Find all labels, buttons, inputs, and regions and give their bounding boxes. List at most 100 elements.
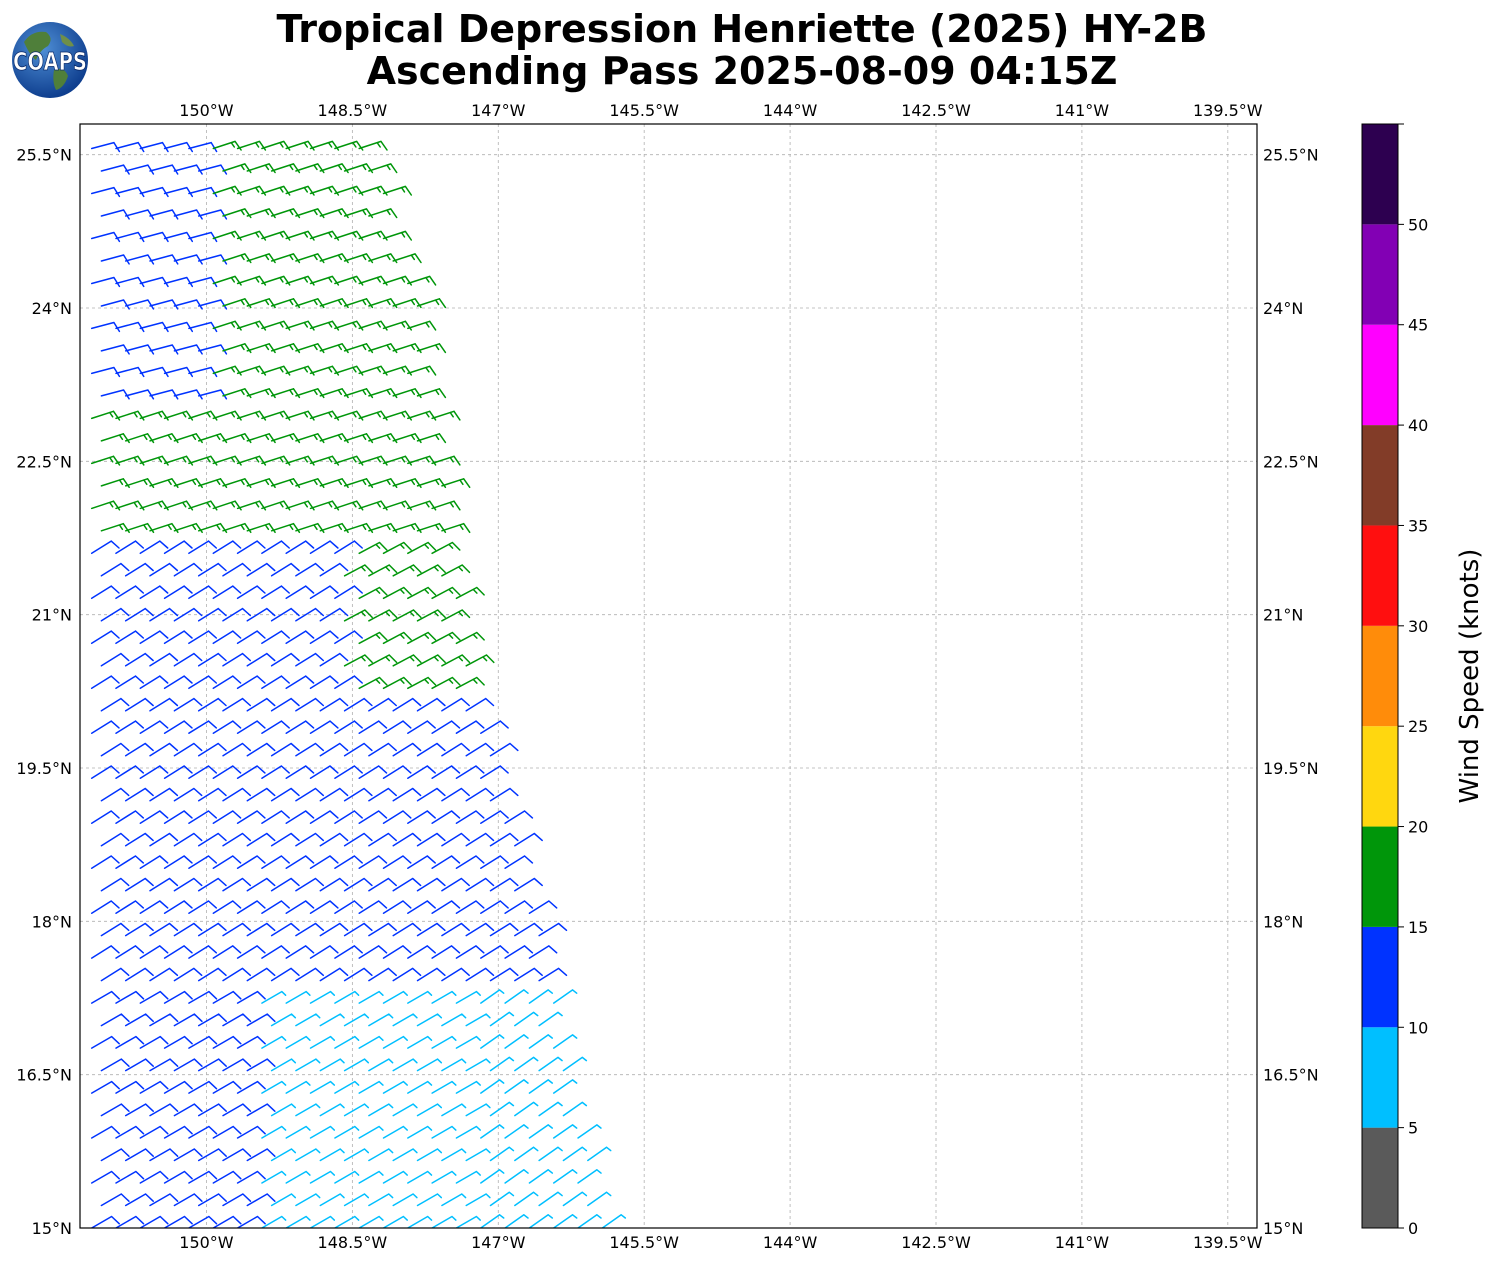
- wind-barb: [382, 765, 412, 779]
- wind-barb: [197, 164, 228, 175]
- wind-barb: [455, 1215, 481, 1228]
- wind-barb: [124, 1193, 154, 1207]
- wind-barb: [528, 1079, 554, 1094]
- wind-barb: [416, 1193, 443, 1207]
- wind-barb: [163, 231, 194, 243]
- wind-barb: [465, 742, 495, 757]
- wind-barb: [382, 1215, 408, 1228]
- wind-barb: [407, 855, 436, 869]
- wind-barb: [285, 630, 315, 645]
- wind-barb: [319, 607, 349, 622]
- wind-barb: [90, 1035, 120, 1049]
- colorbar-label: Wind Speed (knots): [1455, 549, 1485, 804]
- wind-barb: [295, 742, 325, 757]
- wind-barb: [124, 742, 154, 757]
- wind-barb: [407, 500, 437, 511]
- wind-barb: [334, 1170, 360, 1184]
- wind-barb: [285, 540, 315, 555]
- colorbar-bin: [1362, 726, 1398, 827]
- wind-barb: [431, 810, 461, 824]
- wind-barb: [139, 1080, 169, 1094]
- wind-barb: [163, 455, 194, 466]
- wind-barb: [222, 697, 252, 712]
- colorbar-tick-label: 20: [1408, 818, 1428, 837]
- wind-barb: [163, 1080, 193, 1094]
- wind-barb: [358, 1125, 384, 1139]
- wind-barb: [90, 410, 121, 421]
- wind-barb: [124, 1013, 154, 1027]
- wind-barb: [504, 1169, 529, 1184]
- wind-barb: [382, 945, 412, 959]
- wind-barb: [124, 967, 154, 982]
- wind-barb: [465, 697, 495, 712]
- wind-barb: [188, 855, 218, 869]
- wind-barb: [212, 540, 242, 555]
- wind-barb: [489, 1056, 515, 1072]
- wind-barb: [538, 1011, 563, 1027]
- wind-barb: [319, 877, 349, 892]
- wind-barb: [124, 922, 154, 937]
- wind-barb: [236, 185, 267, 196]
- wind-barb: [124, 522, 155, 534]
- wind-barb: [601, 1214, 627, 1228]
- wind-barb: [270, 1058, 297, 1072]
- wind-barb: [309, 990, 336, 1004]
- wind-barb: [149, 478, 179, 489]
- wind-barb: [577, 1124, 602, 1139]
- wind-barb: [222, 478, 252, 489]
- wind-barb: [270, 163, 301, 174]
- wind-barb: [334, 185, 364, 196]
- wind-barb: [343, 832, 373, 847]
- wind-barb: [222, 832, 252, 847]
- wind-barb: [416, 1148, 443, 1162]
- colorbar-bin: [1362, 324, 1398, 426]
- wind-barb: [173, 877, 203, 892]
- wind-barb: [236, 720, 266, 734]
- wind-barb: [100, 1103, 130, 1117]
- wind-barb: [197, 1148, 227, 1162]
- wind-barb: [212, 810, 242, 824]
- wind-barb: [358, 1215, 384, 1228]
- y-tick-label-right: 15°N: [1263, 1219, 1303, 1238]
- wind-barb: [188, 945, 218, 959]
- wind-barb: [163, 186, 194, 198]
- wind-barb: [115, 1215, 145, 1228]
- x-tick-label-bottom: 147°W: [471, 1233, 526, 1252]
- wind-barb: [222, 922, 252, 937]
- wind-barb: [90, 231, 121, 243]
- wind-barb: [261, 540, 290, 555]
- wind-barb: [246, 298, 276, 309]
- colorbar-tick-label: 5: [1408, 1119, 1418, 1138]
- wind-barb: [407, 990, 433, 1004]
- wind-barb: [261, 1170, 287, 1184]
- y-tick-label-right: 25.5°N: [1263, 146, 1319, 165]
- wind-barb: [261, 1080, 287, 1094]
- wind-barb: [90, 585, 120, 600]
- wind-barb: [514, 1191, 539, 1207]
- wind-barb: [246, 208, 276, 219]
- wind-barb: [100, 787, 130, 802]
- wind-barb: [295, 1103, 321, 1117]
- wind-barb: [261, 410, 291, 421]
- wind-barb: [295, 253, 325, 264]
- wind-barb: [319, 832, 349, 847]
- wind-barb: [90, 366, 121, 378]
- wind-barb: [334, 275, 364, 286]
- wind-barb: [149, 562, 179, 577]
- wind-barb: [465, 787, 495, 802]
- wind-barb: [222, 388, 252, 399]
- wind-barb: [407, 1215, 433, 1228]
- wind-barb: [261, 1215, 287, 1228]
- wind-barb: [197, 254, 228, 265]
- wind-barb: [188, 720, 218, 734]
- wind-barb: [212, 1080, 242, 1094]
- wind-barb: [407, 1080, 433, 1094]
- wind-barb: [514, 1101, 539, 1117]
- wind-barb: [392, 1193, 418, 1207]
- wind-barb: [416, 697, 446, 712]
- wind-barb: [173, 1148, 203, 1162]
- wind-barb: [115, 500, 145, 511]
- wind-barb: [139, 276, 169, 288]
- wind-barb: [270, 1103, 297, 1117]
- wind-barb: [416, 433, 447, 444]
